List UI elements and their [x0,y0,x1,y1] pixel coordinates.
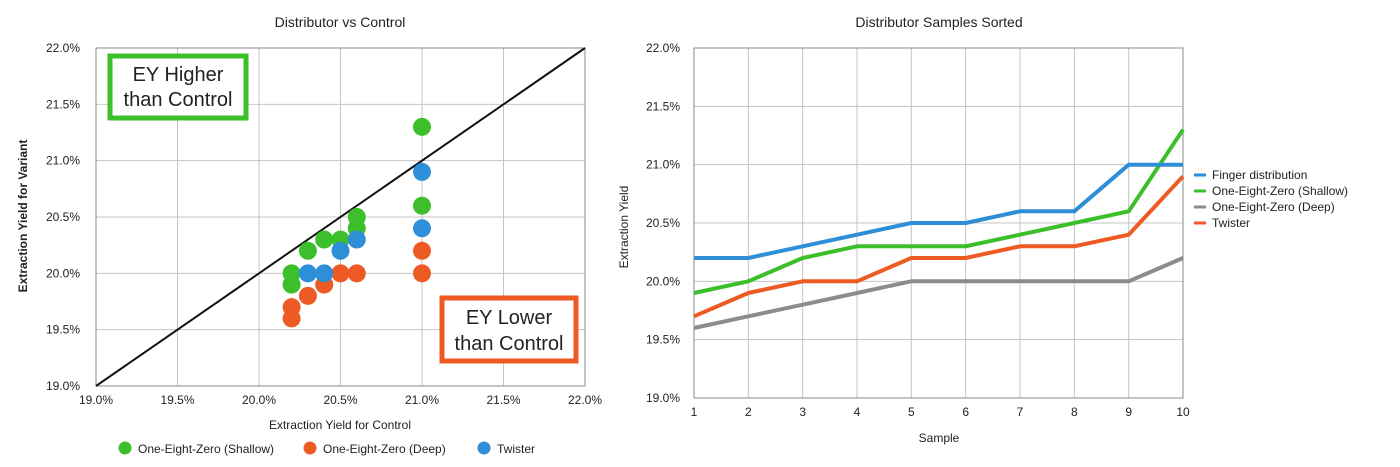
line-y-axis-label: Extraction Yield [617,186,631,269]
line-x-tick-label: 9 [1125,405,1132,419]
scatter-chart-title: Distributor vs Control [275,14,406,30]
line-x-tick-label: 6 [962,405,969,419]
line-chart-title: Distributor Samples Sorted [855,14,1022,30]
line-series-path [694,162,1183,260]
line-series-path [693,256,1184,330]
line-chart-distributor-samples-sorted: Distributor Samples Sorted 19.0% 19.5% 20.… [617,14,1348,445]
line-x-tick-label: 8 [1071,405,1078,419]
scatter-x-tick-label: 21.0% [405,393,439,407]
line-y-tick-label: 19.0% [646,391,680,405]
scatter-point [315,264,334,283]
scatter-point [282,298,301,317]
scatter-x-tick-label: 20.5% [323,393,357,407]
ey-lower-annotation: EY Lower than Control [439,295,579,364]
scatter-x-tick-label: 20.0% [242,393,276,407]
scatter-y-tick-label: 20.5% [46,210,80,224]
scatter-point [347,208,366,226]
scatter-point [298,264,317,283]
diagonal-reference-line [95,47,586,387]
scatter-x-tick-label: 22.0% [568,393,602,407]
scatter-y-tick-label: 22.0% [46,41,80,55]
scatter-y-tick-label: 19.0% [46,379,80,393]
scatter-legend-label: One-Eight-Zero (Shallow) [138,442,274,456]
line-x-axis-label: Sample [919,431,960,445]
ey-higher-line-1: EY Higher [133,64,224,86]
line-x-tick-label: 10 [1176,405,1190,419]
scatter-y-tick-label: 20.0% [46,266,80,280]
line-plot-frame [693,47,1184,399]
scatter-point [298,241,317,260]
scatter-y-tick-label: 21.5% [46,97,80,111]
line-y-tick-label: 20.0% [646,274,680,288]
line-legend-label: Finger distribution [1212,168,1307,182]
line-y-tick-label: 22.0% [646,41,680,55]
scatter-point [413,264,431,283]
scatter-point [282,264,301,283]
scatter-plot-frame [95,47,586,387]
line-y-tick-label: 19.5% [646,333,680,347]
scatter-y-tick-labels: 19.0% 19.5% 20.0% 20.5% 21.0% 21.5% 22.0% [46,41,80,393]
scatter-chart-distributor-vs-control: Distributor vs Control 19.0% 19.5% 20.0% 20… [16,14,602,456]
line-y-tick-labels: 19.0% 19.5% 20.0% 20.5% 21.0% 21.5% 22.0% [646,41,680,405]
line-x-tick-label: 1 [691,405,698,419]
scatter-legend-marker [118,441,132,455]
scatter-point [347,264,366,283]
scatter-point [413,117,431,136]
line-legend-label: One-Eight-Zero (Deep) [1212,200,1335,214]
scatter-legend-label: One-Eight-Zero (Deep) [323,442,446,456]
scatter-legend: One-Eight-Zero (Shallow) One-Eight-Zero (… [118,441,535,456]
line-x-tick-label: 4 [854,405,861,419]
line-series [693,128,1185,330]
scatter-legend-marker [303,441,317,455]
scatter-point [413,241,431,260]
line-series-path [693,128,1185,295]
scatter-y-tick-label: 19.5% [46,323,80,337]
scatter-x-axis-label: Extraction Yield for Control [269,418,411,432]
ey-higher-annotation: EY Higher than Control [107,53,249,121]
ey-lower-box [439,295,579,364]
line-legend: Finger distribution One-Eight-Zero (Shall… [1194,168,1348,230]
scatter-y-tick-label: 21.0% [46,154,80,168]
scatter-point [347,230,366,249]
line-legend-label: One-Eight-Zero (Shallow) [1212,184,1348,198]
line-x-tick-label: 3 [799,405,806,419]
line-y-tick-label: 21.0% [646,158,680,172]
line-y-tick-label: 21.5% [646,99,680,113]
scatter-legend-marker [477,441,491,455]
scatter-point [331,241,350,260]
line-x-tick-label: 5 [908,405,915,419]
scatter-point [315,230,334,249]
ey-higher-box [107,53,249,121]
scatter-x-tick-labels: 19.0% 19.5% 20.0% 20.5% 21.0% 21.5% 22.0% [79,393,602,407]
scatter-point [413,162,431,181]
line-x-tick-label: 7 [1017,405,1024,419]
line-y-tick-label: 20.5% [646,216,680,230]
line-legend-label: Twister [1212,216,1250,230]
ey-lower-line-1: EY Lower [466,307,553,329]
scatter-point [413,196,431,215]
scatter-x-tick-label: 19.5% [160,393,194,407]
line-x-tick-labels: 1 2 3 4 5 6 7 8 9 10 [691,405,1190,419]
scatter-point [331,264,350,283]
scatter-y-axis-label: Extraction Yield for Variant [16,140,30,293]
scatter-x-tick-label: 19.0% [79,393,113,407]
line-series-path [693,174,1185,319]
scatter-points [282,117,431,328]
ey-higher-line-2: than Control [124,89,233,111]
line-x-tick-label: 2 [745,405,752,419]
ey-lower-line-2: than Control [455,333,564,355]
scatter-point [413,219,431,238]
scatter-legend-label: Twister [497,442,535,456]
scatter-point [298,286,317,305]
scatter-x-tick-label: 21.5% [486,393,520,407]
